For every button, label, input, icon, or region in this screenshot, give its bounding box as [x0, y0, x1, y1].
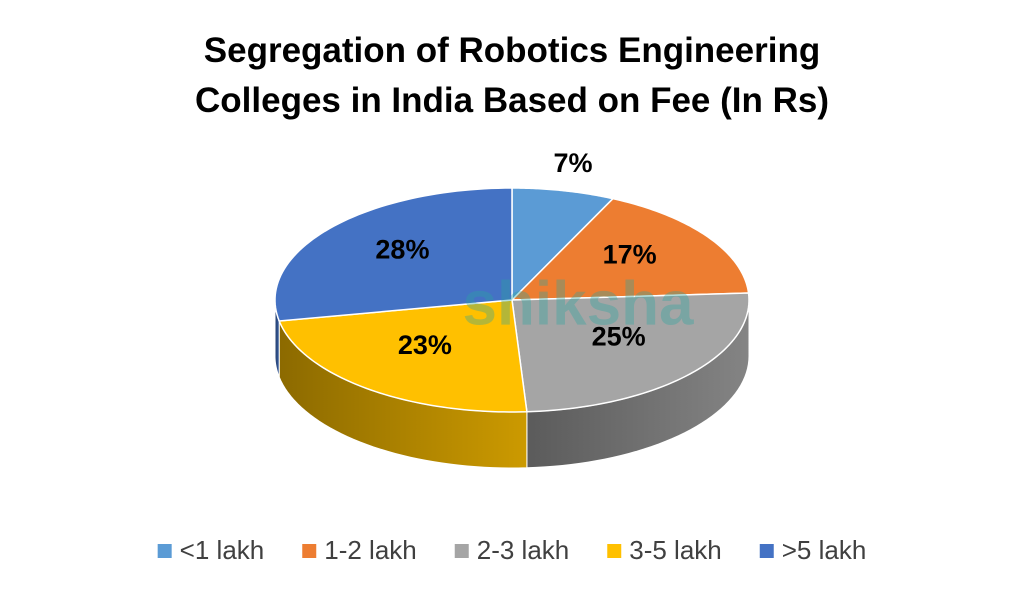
legend-label: 1-2 lakh: [324, 535, 417, 565]
data-label: 7%: [553, 148, 592, 178]
slice: [274, 187, 513, 322]
slice: [278, 299, 528, 413]
data-label: 28%: [375, 234, 429, 264]
legend-swatch: [157, 544, 172, 558]
legend-item: 2-3 lakh: [454, 535, 570, 565]
legend-label: >5 lakh: [782, 535, 867, 565]
legend-item: >5 lakh: [759, 535, 867, 565]
legend-label: <1 lakh: [180, 535, 265, 565]
slice: [511, 292, 750, 413]
legend-label: 2-3 lakh: [477, 535, 570, 565]
legend-swatch: [759, 544, 774, 558]
slice: [510, 197, 750, 301]
legend-swatch: [454, 544, 469, 558]
legend-label: 3-5 lakh: [629, 535, 722, 565]
watermark: shiksha: [463, 269, 694, 338]
data-label: 17%: [603, 239, 657, 269]
data-label: 25%: [592, 322, 646, 352]
legend-swatch: [607, 544, 622, 558]
legend-item: <1 lakh: [157, 535, 265, 565]
data-label: 23%: [398, 330, 452, 360]
chart-title: Segregation of Robotics Engineering Coll…: [195, 31, 829, 120]
legend-item: 3-5 lakh: [607, 535, 722, 565]
legend-item: 1-2 lakh: [302, 535, 417, 565]
legend-swatch: [302, 544, 317, 558]
slice: [511, 187, 615, 302]
